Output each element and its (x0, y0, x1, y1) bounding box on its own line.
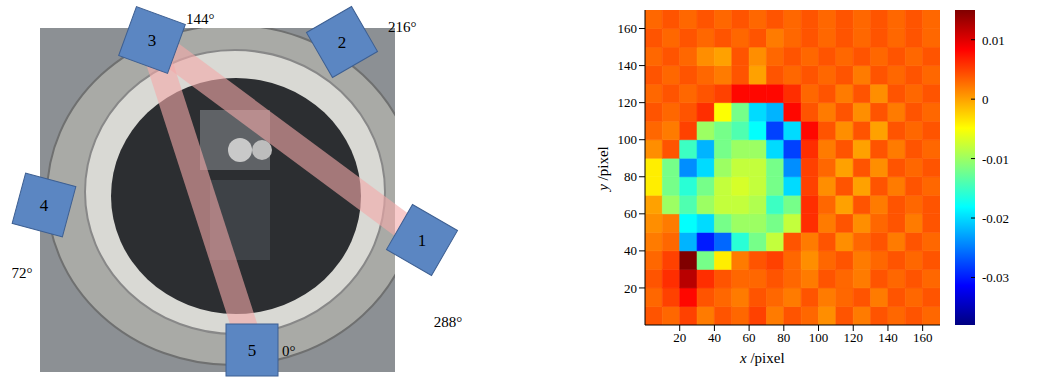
svg-text:100: 100 (618, 132, 638, 147)
svg-text:20: 20 (673, 330, 686, 345)
svg-text:160: 160 (913, 330, 933, 345)
svg-text:216°: 216° (388, 19, 417, 35)
svg-text:140: 140 (618, 58, 638, 73)
svg-text:40: 40 (708, 330, 721, 345)
svg-text:1: 1 (418, 231, 427, 250)
svg-text:140: 140 (878, 330, 898, 345)
svg-text:60: 60 (743, 330, 756, 345)
svg-text:0.01: 0.01 (982, 33, 1005, 48)
svg-text:160: 160 (618, 21, 638, 36)
svg-text:144°: 144° (186, 11, 215, 27)
svg-text:3: 3 (148, 31, 157, 50)
svg-text:80: 80 (777, 330, 790, 345)
svg-text:-0.03: -0.03 (982, 270, 1009, 285)
svg-text:100: 100 (809, 330, 829, 345)
html-text:/pixel: /pixel (594, 146, 611, 185)
svg-text:288°: 288° (434, 314, 463, 330)
svg-text:60: 60 (624, 206, 637, 221)
html-text:x /pixel: x /pixel (740, 350, 785, 366)
svg-text:72°: 72° (12, 265, 33, 281)
svg-text:40: 40 (624, 243, 637, 258)
svg-text:-0.01: -0.01 (982, 152, 1009, 167)
svg-text:0: 0 (982, 92, 989, 107)
svg-text:2: 2 (338, 33, 347, 52)
html-text:y: y (594, 184, 611, 191)
svg-text:120: 120 (843, 330, 863, 345)
svg-text:0°: 0° (282, 343, 296, 359)
svg-text:120: 120 (618, 95, 638, 110)
svg-text:80: 80 (624, 169, 637, 184)
svg-text:4: 4 (40, 196, 49, 215)
svg-text:-0.02: -0.02 (982, 211, 1009, 226)
svg-text:20: 20 (624, 281, 637, 296)
svg-text:5: 5 (248, 341, 257, 360)
